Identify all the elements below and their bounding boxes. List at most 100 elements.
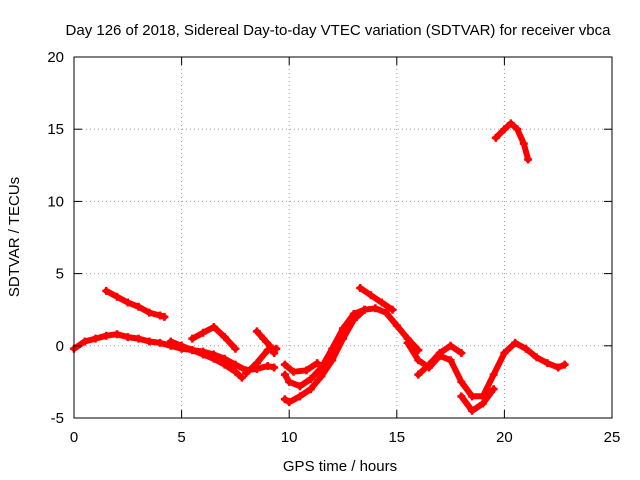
data-point-marker — [382, 308, 391, 317]
chart-title: Day 126 of 2018, Sidereal Day-to-day VTE… — [66, 22, 612, 39]
data-point-marker — [302, 366, 311, 375]
data-point-marker — [457, 377, 466, 386]
data-point-marker — [220, 360, 229, 369]
data-point-marker — [188, 346, 197, 355]
data-point-marker — [259, 334, 268, 343]
data-point-marker — [289, 367, 298, 376]
y-tick-label: -5 — [51, 410, 64, 427]
data-point-marker — [414, 356, 423, 365]
data-point-marker — [478, 399, 487, 408]
data-point-marker — [209, 323, 218, 332]
data-point-marker — [560, 360, 569, 369]
series-arc-2 — [166, 337, 246, 382]
series-line — [253, 328, 278, 356]
data-point-marker — [265, 341, 274, 350]
data-point-marker — [356, 284, 365, 293]
y-tick-label: 5 — [56, 266, 64, 283]
data-point-marker — [237, 373, 246, 382]
data-point-marker — [306, 375, 315, 384]
data-series — [70, 119, 569, 415]
y-tick-label: 0 — [56, 338, 64, 355]
data-point-marker — [263, 362, 272, 371]
data-point-marker — [554, 363, 563, 372]
x-tick-label: 25 — [604, 429, 621, 446]
data-point-marker — [317, 372, 326, 381]
series-line — [357, 285, 396, 313]
data-point-marker — [543, 359, 552, 368]
series-arc-11 — [491, 119, 533, 164]
data-point-marker — [280, 395, 289, 404]
series-line — [281, 360, 321, 375]
y-tick-label: 20 — [47, 49, 64, 66]
data-point-marker — [123, 333, 132, 342]
data-point-marker — [134, 334, 143, 343]
data-point-marker — [506, 119, 515, 128]
data-point-marker — [491, 133, 500, 142]
plot-frame — [73, 56, 613, 419]
data-point-marker — [468, 392, 477, 401]
data-point-marker — [425, 360, 434, 369]
series-main — [70, 330, 279, 375]
data-point-marker — [280, 370, 289, 379]
data-point-marker — [156, 338, 165, 347]
data-point-marker — [285, 377, 294, 386]
data-point-marker — [403, 338, 412, 347]
axis-ticks: 0 5 10 15 20 25 -5 0 5 10 15 20 — [47, 49, 620, 446]
series-line — [103, 287, 168, 320]
x-tick-label: 0 — [70, 429, 78, 446]
series-arc-7 — [356, 284, 397, 314]
data-point-marker — [199, 328, 208, 337]
data-point-marker — [102, 286, 111, 295]
data-point-marker — [113, 292, 122, 301]
x-tick-label: 20 — [496, 429, 513, 446]
data-point-marker — [177, 341, 186, 350]
y-tick-label: 10 — [47, 193, 64, 210]
data-point-marker — [532, 353, 541, 362]
data-point-marker — [446, 341, 455, 350]
data-point-marker — [511, 338, 520, 347]
x-tick-label: 15 — [388, 429, 405, 446]
data-point-marker — [377, 298, 386, 307]
series-arc-10 — [457, 385, 498, 415]
series-arc-3 — [188, 323, 240, 353]
data-point-marker — [123, 298, 132, 307]
data-point-marker — [349, 315, 358, 324]
series-arc-8 — [280, 359, 322, 376]
series-arc-9 — [414, 341, 466, 379]
data-point-marker — [91, 334, 100, 343]
data-point-marker — [231, 367, 240, 376]
data-point-marker — [446, 356, 455, 365]
data-point-marker — [102, 331, 111, 340]
data-point-marker — [457, 349, 466, 358]
data-point-marker — [134, 302, 143, 311]
data-point-marker — [160, 312, 169, 321]
data-point-marker — [468, 406, 477, 415]
data-point-marker — [270, 349, 279, 358]
data-point-marker — [270, 363, 279, 372]
data-point-marker — [231, 360, 240, 369]
data-point-marker — [435, 349, 444, 358]
data-point-marker — [366, 291, 375, 300]
data-point-marker — [392, 321, 401, 330]
data-point-marker — [199, 350, 208, 359]
data-point-marker — [489, 385, 498, 394]
y-tick-label: 15 — [47, 121, 64, 138]
data-point-marker — [306, 385, 315, 394]
data-point-marker — [521, 344, 530, 353]
data-point-marker — [220, 333, 229, 342]
data-point-marker — [231, 344, 240, 353]
data-point-marker — [188, 334, 197, 343]
data-point-marker — [414, 370, 423, 379]
data-point-marker — [209, 354, 218, 363]
data-point-marker — [156, 311, 165, 320]
series-arc-1 — [102, 286, 169, 321]
data-point-marker — [457, 392, 466, 401]
data-point-marker — [145, 337, 154, 346]
series-main-2 — [280, 304, 423, 391]
data-point-marker — [166, 337, 175, 346]
data-point-marker — [252, 327, 261, 336]
data-point-marker — [489, 370, 498, 379]
data-point-marker — [500, 349, 509, 358]
data-point-marker — [519, 139, 528, 148]
series-line — [404, 339, 568, 400]
